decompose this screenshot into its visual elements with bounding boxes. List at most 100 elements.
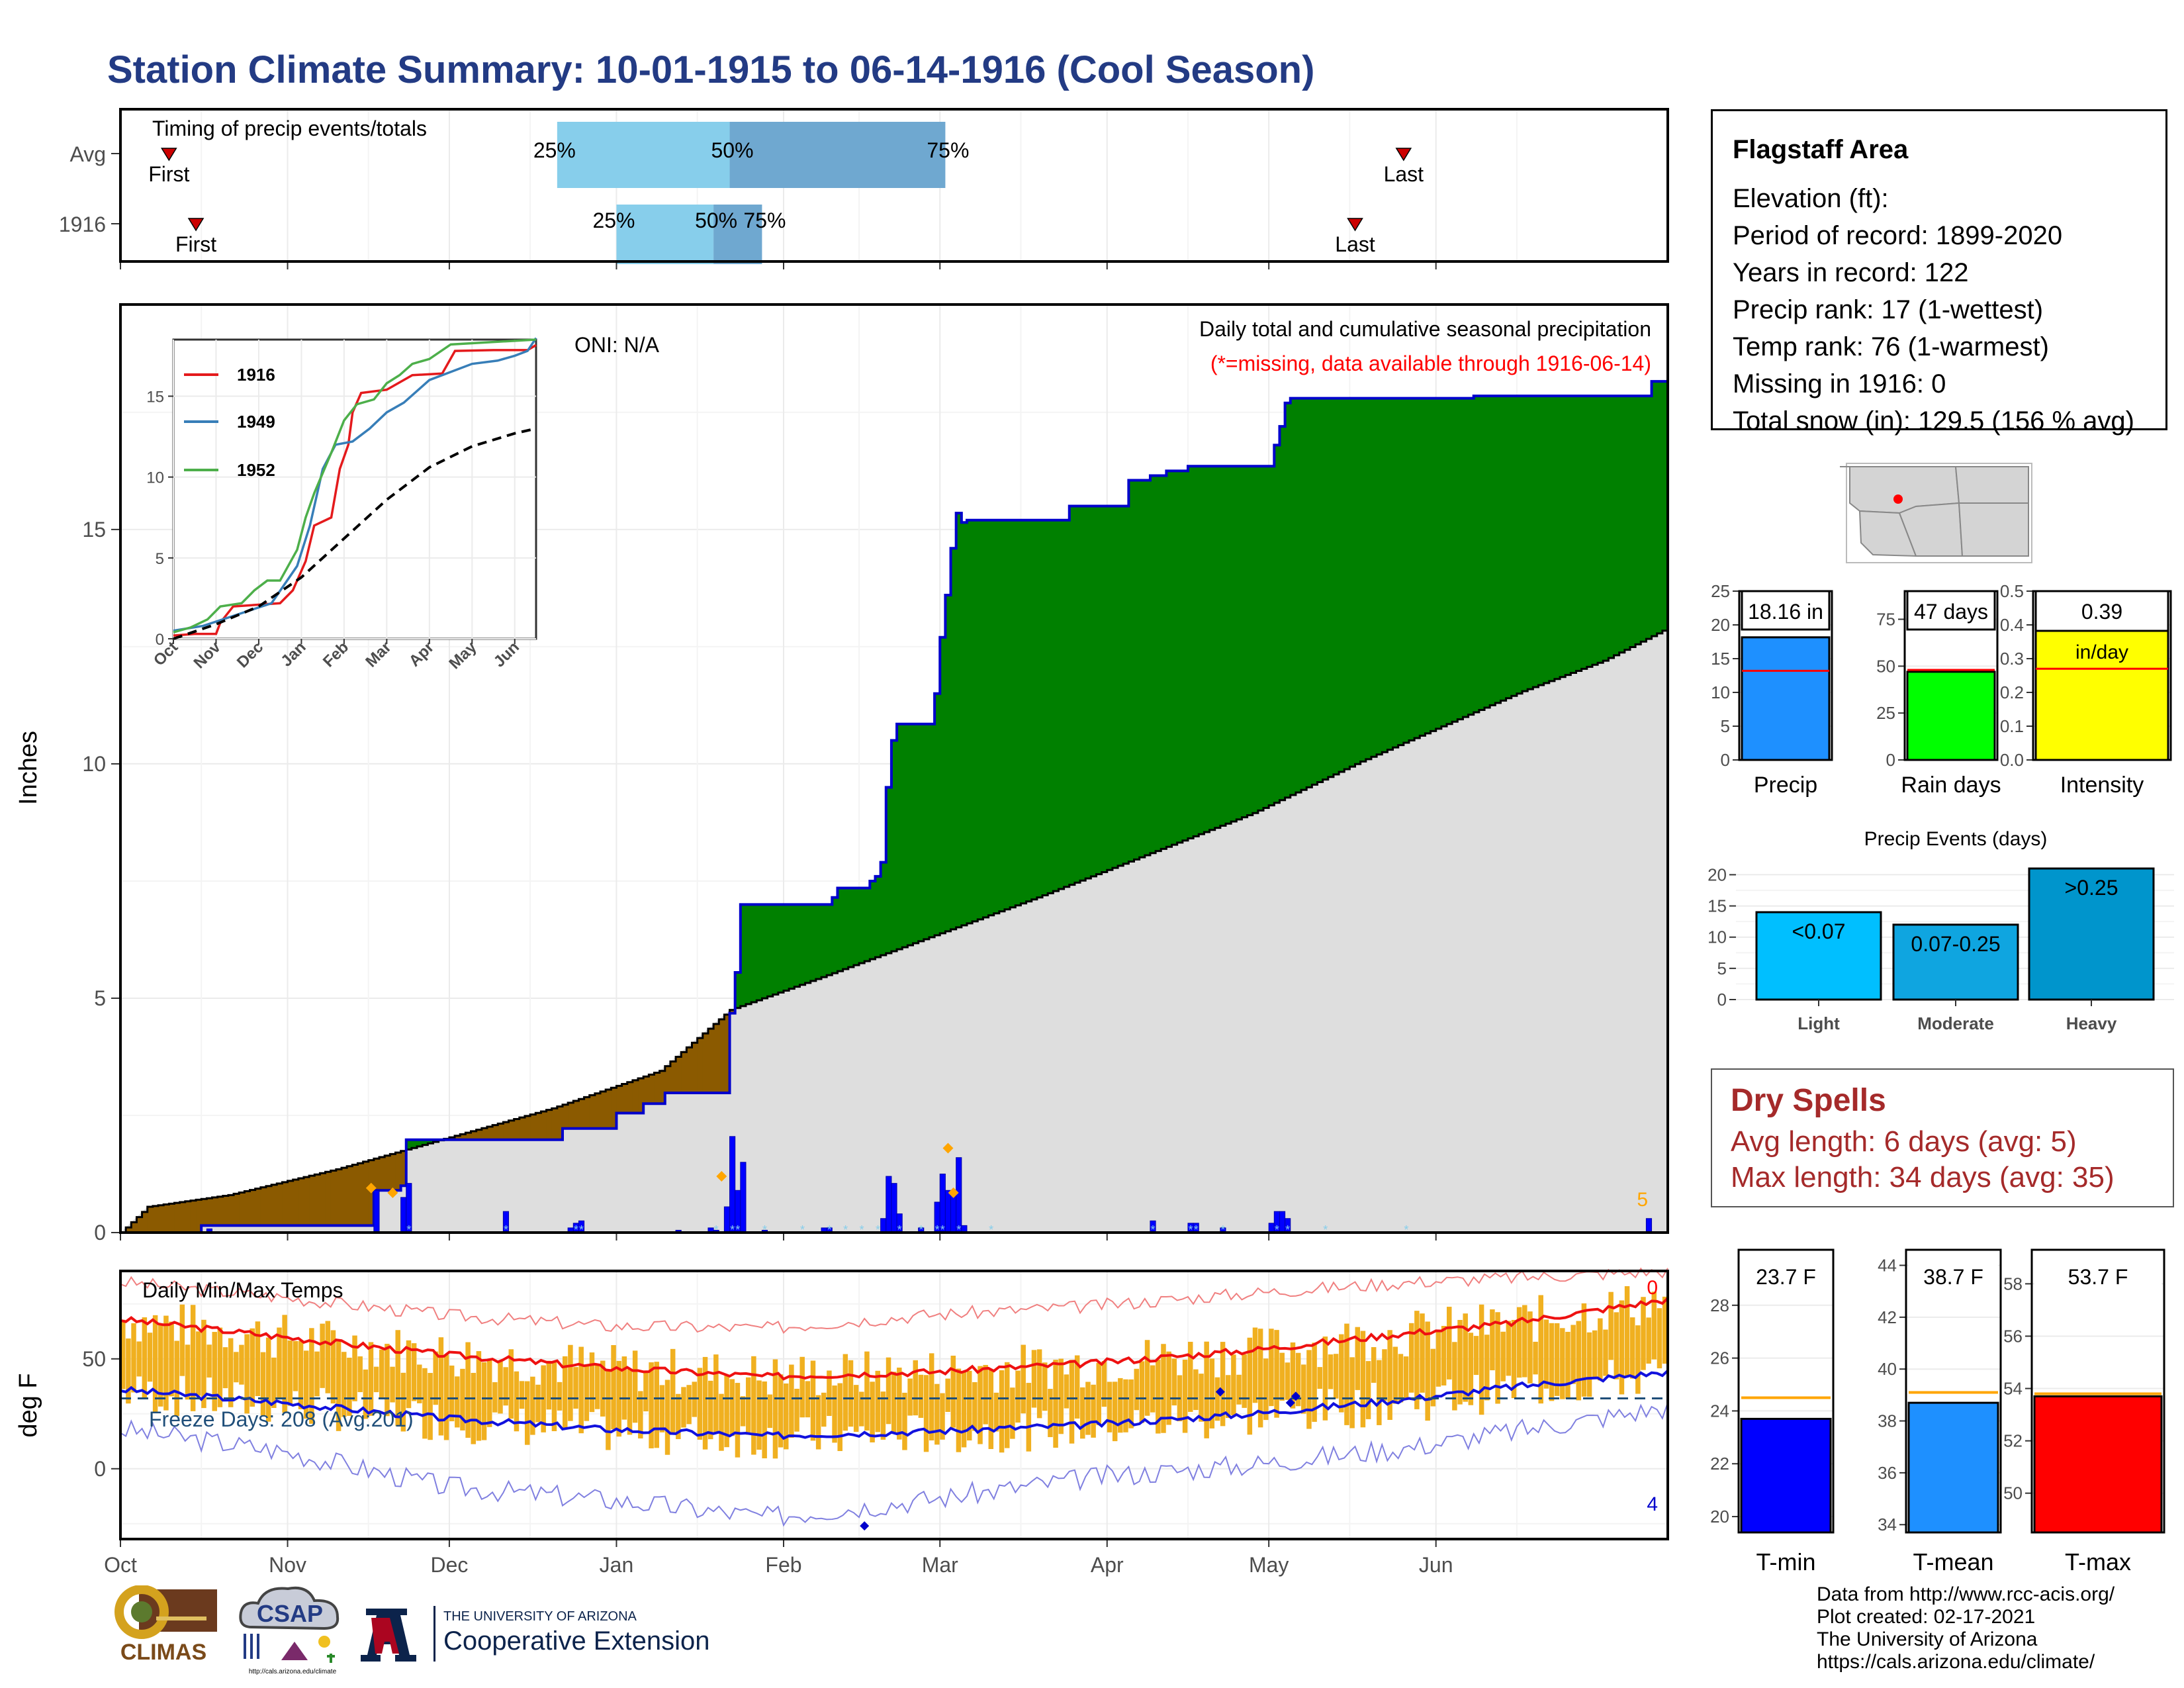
- precip-deficit-area: [455, 1135, 461, 1140]
- temps-record-min-line: [120, 1402, 1668, 1527]
- temps-daily-bar: [735, 1383, 741, 1458]
- precip-deficit-area: [234, 1194, 240, 1226]
- temps-daily-bar: [147, 1333, 153, 1382]
- temps-daily-bar: [584, 1366, 590, 1421]
- temps-xtick-label: Nov: [269, 1553, 306, 1577]
- temps-daily-bar: [373, 1366, 379, 1393]
- temps-daily-bar: [961, 1372, 967, 1448]
- temps-daily-bar: [1031, 1350, 1037, 1408]
- temps-daily-bar: [654, 1362, 659, 1448]
- temps-daily-bar: [1204, 1341, 1209, 1438]
- timing-chart: 25% 50% 75% First Last Avg 25% 50% 75% First Last 1…: [59, 108, 1669, 269]
- precip-deficit-area: [142, 1211, 148, 1233]
- precip-ytick-label: 5: [94, 986, 106, 1010]
- temps-daily-bar: [136, 1341, 142, 1377]
- temps-daily-bar: [1220, 1342, 1226, 1427]
- temps-daily-bar: [363, 1369, 369, 1419]
- temps-daily-bar: [411, 1343, 417, 1401]
- precip-surplus-area: [907, 724, 914, 945]
- temps-daily-bar: [1193, 1369, 1199, 1411]
- station-line: Temp rank: 76 (1-warmest): [1733, 332, 2049, 361]
- temps-daily-bar: [1382, 1349, 1387, 1401]
- precip-surplus-area: [756, 904, 763, 1001]
- temps-daily-bar: [1344, 1323, 1349, 1425]
- temps-daily-bar: [1080, 1387, 1085, 1439]
- temps-daily-bar: [1629, 1317, 1635, 1379]
- events-ytick-label: 0: [1717, 990, 1727, 1009]
- precip-deficit-area: [163, 1204, 169, 1233]
- credit-line: Plot created: 02-17-2021: [1817, 1606, 2036, 1628]
- temps-daily-bar: [1036, 1349, 1042, 1419]
- summary-panel-border: [1903, 590, 1999, 761]
- precip-surplus-area: [842, 888, 849, 970]
- temp-summary-ytick-label: 22: [1710, 1454, 1729, 1474]
- temps-daily-bar: [1231, 1354, 1236, 1416]
- temps-daily-bar: [1490, 1309, 1495, 1371]
- precip-deficit-area: [330, 1170, 337, 1226]
- summary-ytick-label: 0.4: [2000, 615, 2024, 635]
- precip-surplus-area: [1295, 398, 1302, 793]
- temps-daily-bar: [1484, 1335, 1490, 1401]
- precip-deficit-area: [325, 1172, 332, 1226]
- csap-logo-text: CSAP: [257, 1600, 323, 1627]
- precip-trace-marker: *: [1275, 1223, 1279, 1237]
- precip-surplus-area: [1479, 396, 1485, 710]
- precip-deficit-area: [395, 1152, 402, 1191]
- precip-deficit-area: [524, 1115, 531, 1140]
- temps-daily-bar: [848, 1360, 854, 1427]
- temp-summary-ytick-label: 54: [2003, 1379, 2023, 1399]
- temps-xtick-label: Oct: [104, 1553, 137, 1577]
- precip-surplus-area: [972, 520, 978, 921]
- precip-trace-marker: *: [762, 1223, 767, 1237]
- precip-deficit-area: [702, 1033, 709, 1093]
- summary-ytick-label: 0.3: [2000, 649, 2024, 669]
- temps-daily-bar: [519, 1381, 525, 1409]
- summary-value-unit: in/day: [2075, 641, 2128, 663]
- temps-daily-bar: [1091, 1384, 1096, 1438]
- precip-surplus-area: [1614, 396, 1620, 655]
- temps-corner-max: 0: [1647, 1277, 1658, 1299]
- temps-daily-bar: [1118, 1378, 1123, 1433]
- precip-deficit-area: [481, 1128, 488, 1140]
- precip-deficit-area: [519, 1117, 525, 1140]
- temp-summary-panel-border: [1905, 1248, 2002, 1534]
- timing-title: Timing of precip events/totals: [152, 117, 427, 140]
- temps-daily-bar: [422, 1368, 428, 1439]
- precip-surplus-area: [1279, 426, 1286, 800]
- precip-surplus-area: [735, 972, 741, 1008]
- precip-deficit-area: [228, 1195, 234, 1226]
- precip-panel-border: [119, 303, 1669, 1234]
- timing-label-25: 25%: [533, 138, 576, 162]
- temps-daily-bar: [1355, 1327, 1361, 1390]
- precip-surplus-area: [1187, 466, 1194, 839]
- precip-deficit-area: [707, 1028, 714, 1093]
- summary-panel-border: [1738, 590, 1833, 761]
- precip-surplus-area: [1112, 506, 1118, 868]
- temps-daily-bar: [1468, 1333, 1474, 1405]
- precip-surplus-area: [1257, 466, 1264, 811]
- precip-trace-marker: *: [827, 1223, 832, 1237]
- precip-deficit-area: [169, 1203, 175, 1233]
- inset-series-line: [173, 344, 537, 637]
- precip-deficit-area: [265, 1186, 272, 1226]
- temps-daily-bar: [1430, 1348, 1436, 1407]
- temps-daily-bar: [169, 1321, 174, 1397]
- temp-summary-bar: [1907, 1401, 1999, 1534]
- temps-record-marker: [1291, 1391, 1300, 1401]
- timing-first-marker: [187, 218, 205, 232]
- temps-daily-bar: [810, 1360, 816, 1441]
- precip-trace-marker: *: [1194, 1223, 1199, 1237]
- temps-daily-bar: [902, 1392, 907, 1450]
- precip-surplus-area: [1657, 381, 1663, 633]
- precip-surplus-area: [1592, 396, 1598, 665]
- page-title: Station Climate Summary: 10-01-1915 to 0…: [107, 48, 1315, 91]
- temps-daily-bar: [756, 1380, 762, 1450]
- precip-deficit-area: [250, 1190, 256, 1226]
- temps-daily-bar: [1257, 1329, 1263, 1428]
- temp-summary-ytick-label: 20: [1710, 1507, 1729, 1526]
- temps-daily-bar: [681, 1387, 686, 1428]
- summary-bar-label: Rain days: [1901, 773, 2001, 798]
- precip-snow-marker: [942, 1143, 954, 1154]
- precip-surplus-area: [1322, 398, 1329, 780]
- precip-deficit-area: [508, 1120, 515, 1140]
